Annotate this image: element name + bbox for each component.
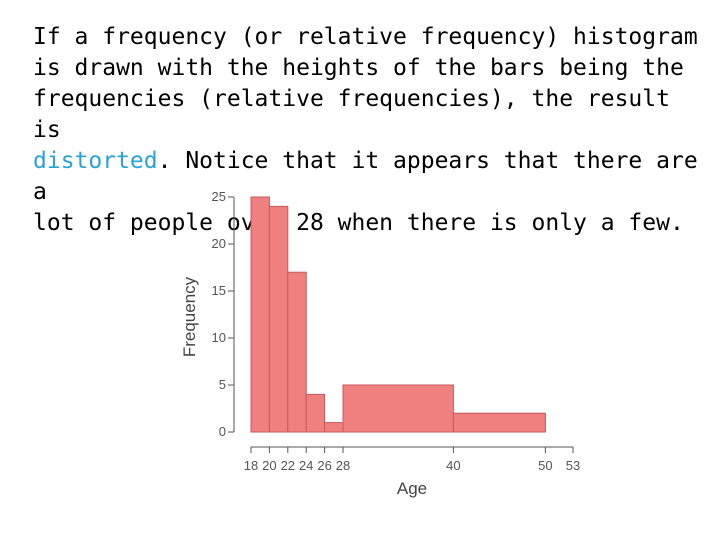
x-tick-label: 26 xyxy=(317,458,331,473)
histogram-bar xyxy=(268,205,289,433)
y-tick-label: 20 xyxy=(212,236,226,251)
y-tick-label: 5 xyxy=(219,377,226,392)
x-tick-label: 20 xyxy=(262,458,276,473)
text-after: . Notice that it appears that there are … xyxy=(33,148,698,236)
slide-text: If a frequency (or relative frequency) h… xyxy=(33,22,703,239)
histogram-bar xyxy=(250,196,270,433)
histogram-bar xyxy=(452,412,546,433)
histogram-bar xyxy=(287,271,307,433)
y-tick-label: 15 xyxy=(212,283,226,298)
x-tick-label: 24 xyxy=(299,458,313,473)
x-tick-label: 40 xyxy=(446,458,460,473)
y-tick-label: 0 xyxy=(219,424,226,439)
histogram-chart: 0 5 10 15 20 25 18 20 22 24 26 28 40 50 53 Age Frequen… xyxy=(180,189,581,498)
highlight-word: distorted xyxy=(33,148,158,174)
x-axis-title: Age xyxy=(397,479,427,498)
x-tick-label: 50 xyxy=(538,458,552,473)
bars-group xyxy=(250,196,546,433)
text-before: If a frequency (or relative frequency) h… xyxy=(33,24,698,143)
x-tick-label: 28 xyxy=(336,458,350,473)
y-tick-label: 25 xyxy=(212,189,226,204)
axes-group: 0 5 10 15 20 25 18 20 22 24 26 28 40 50 53 xyxy=(212,189,581,473)
x-tick-label: 18 xyxy=(244,458,258,473)
y-tick-label: 10 xyxy=(212,330,226,345)
histogram-bar xyxy=(342,384,454,433)
histogram-bar xyxy=(324,422,344,433)
x-tick-label: 53 xyxy=(566,458,580,473)
x-tick-label: 22 xyxy=(281,458,295,473)
histogram-bar xyxy=(305,393,326,433)
y-axis-title: Frequency xyxy=(180,276,199,357)
